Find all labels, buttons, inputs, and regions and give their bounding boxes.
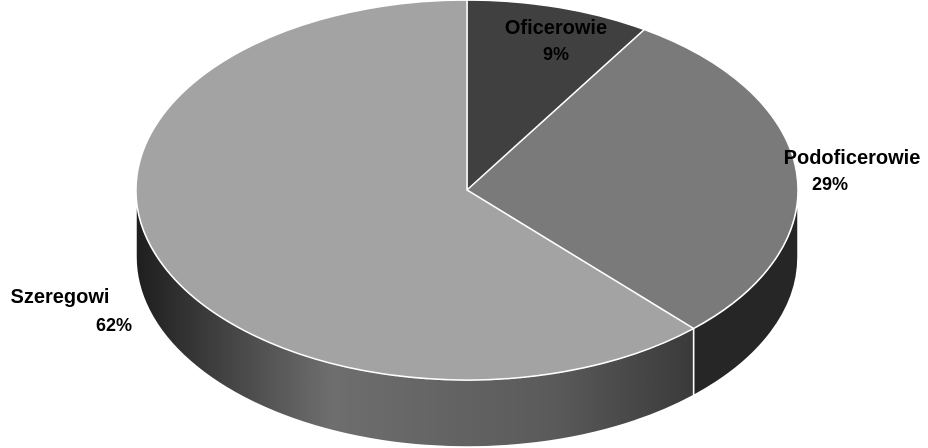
pie-slice-oficerowie	[466, 0, 646, 191]
label-podoficerowie: Podoficerowie 29%	[784, 147, 921, 194]
pie-tops	[135, 0, 799, 381]
label-szeregowi: Szeregowi 62%	[11, 286, 132, 335]
label-oficerowie: Oficerowie 9%	[505, 17, 607, 64]
slice-value-szeregowi: 62%	[96, 315, 132, 335]
slice-value-oficerowie: 9%	[543, 44, 569, 64]
slice-label-oficerowie: Oficerowie	[505, 17, 607, 39]
slice-value-podoficerowie: 29%	[812, 174, 848, 194]
slice-label-podoficerowie: Podoficerowie	[784, 147, 921, 169]
pie-slice-szeregowi	[135, 0, 695, 381]
pie-slice-podoficerowie	[466, 28, 799, 330]
slice-label-szeregowi: Szeregowi	[11, 286, 110, 308]
